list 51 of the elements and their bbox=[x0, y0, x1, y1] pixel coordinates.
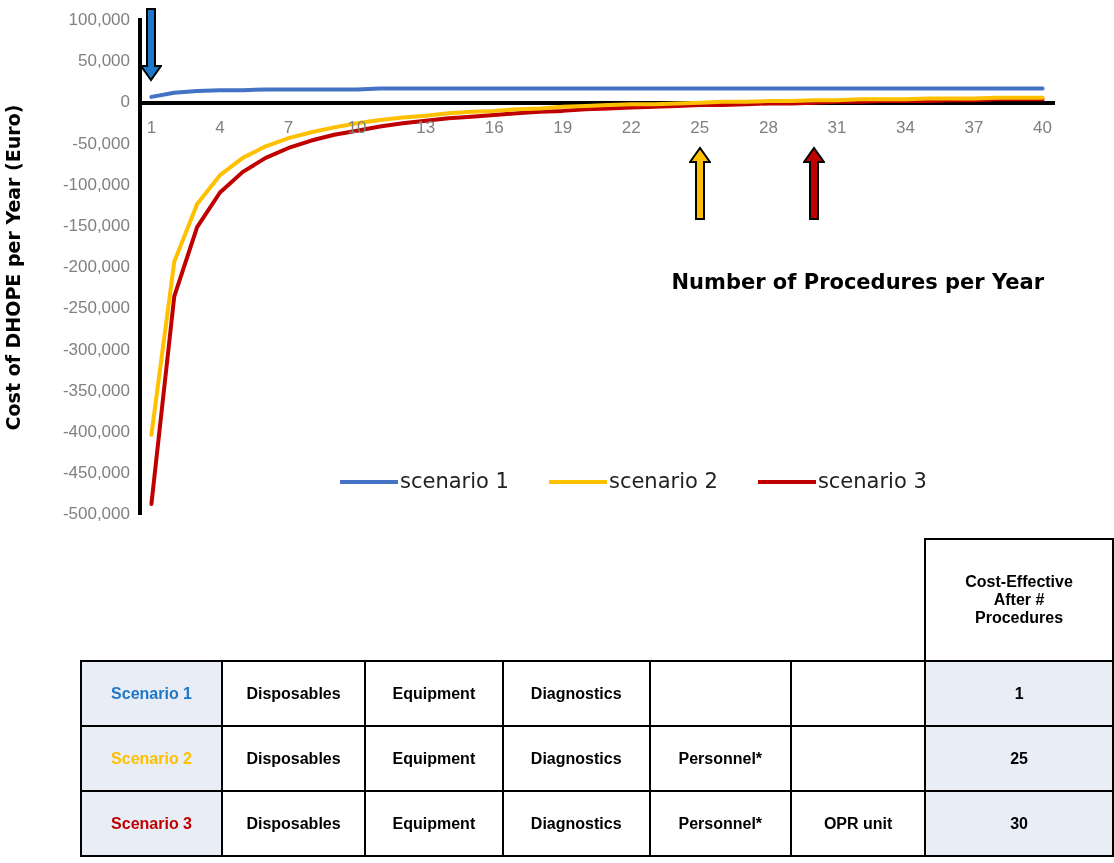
y-tick-label: 50,000 bbox=[78, 51, 130, 71]
text: Personnel* bbox=[678, 814, 763, 832]
y-tick-label: -250,000 bbox=[62, 298, 130, 318]
legend-label: scenario 3 bbox=[816, 468, 927, 493]
x-tick-label: 4 bbox=[215, 118, 225, 138]
text: Diagnostics bbox=[530, 749, 622, 767]
text: 1 bbox=[1014, 684, 1024, 702]
x-tick-label: 16 bbox=[484, 118, 504, 138]
text: Equipment bbox=[392, 749, 476, 767]
x-tick-label: 37 bbox=[964, 118, 984, 138]
x-tick-label: 7 bbox=[283, 118, 294, 138]
x-tick-label: 40 bbox=[1033, 118, 1053, 138]
text: Equipment bbox=[392, 814, 476, 832]
text: Equipment bbox=[392, 684, 476, 702]
text: OPR unit bbox=[823, 814, 893, 832]
y-tick-label: -300,000 bbox=[62, 339, 130, 359]
y-tick-label: -200,000 bbox=[62, 257, 130, 277]
category-label: Scenario 1 bbox=[111, 684, 192, 702]
legend-label: scenario 2 bbox=[607, 468, 718, 493]
x-tick-label: 34 bbox=[896, 118, 915, 138]
x-tick-label: 25 bbox=[690, 118, 710, 138]
y-tick-label: 0 bbox=[120, 92, 130, 112]
x-tick-label: 31 bbox=[827, 118, 847, 138]
y-tick-label: -150,000 bbox=[62, 215, 130, 235]
y-tick-label: 100,000 bbox=[68, 9, 130, 29]
y-tick-label: -350,000 bbox=[62, 380, 130, 400]
text: Disposables bbox=[246, 814, 341, 832]
text: Personnel* bbox=[678, 749, 763, 767]
y-tick-label: -450,000 bbox=[62, 463, 130, 483]
x-tick-label: 22 bbox=[621, 118, 641, 138]
category-label: Scenario 2 bbox=[111, 749, 192, 767]
y-tick-label: -100,000 bbox=[62, 174, 130, 194]
text: Disposables bbox=[246, 684, 341, 702]
text: Diagnostics bbox=[530, 684, 622, 702]
text: 30 bbox=[1010, 814, 1028, 832]
category-label: Cost-Effective After # Procedures bbox=[925, 539, 1113, 661]
x-tick-label: 1 bbox=[146, 118, 157, 138]
x-tick-label: 19 bbox=[553, 118, 573, 138]
category-label: Scenario 3 bbox=[111, 814, 192, 832]
y-tick-label: -500,000 bbox=[62, 504, 130, 524]
x-tick-label: 28 bbox=[758, 118, 778, 138]
x-tick-label: 10 bbox=[347, 118, 367, 138]
text: Disposables bbox=[246, 749, 341, 767]
y-tick-label: -400,000 bbox=[62, 422, 130, 442]
y-axis-title: Cost of DHOPE per Year (Euro) bbox=[2, 104, 25, 431]
legend-label: scenario 1 bbox=[399, 468, 509, 493]
text: Diagnostics bbox=[530, 814, 622, 832]
y-tick-label: -50,000 bbox=[72, 133, 130, 153]
text: 25 bbox=[1010, 749, 1028, 767]
x-axis-title: Number of Procedures per Year bbox=[671, 270, 1044, 295]
x-tick-label: 13 bbox=[416, 118, 436, 138]
